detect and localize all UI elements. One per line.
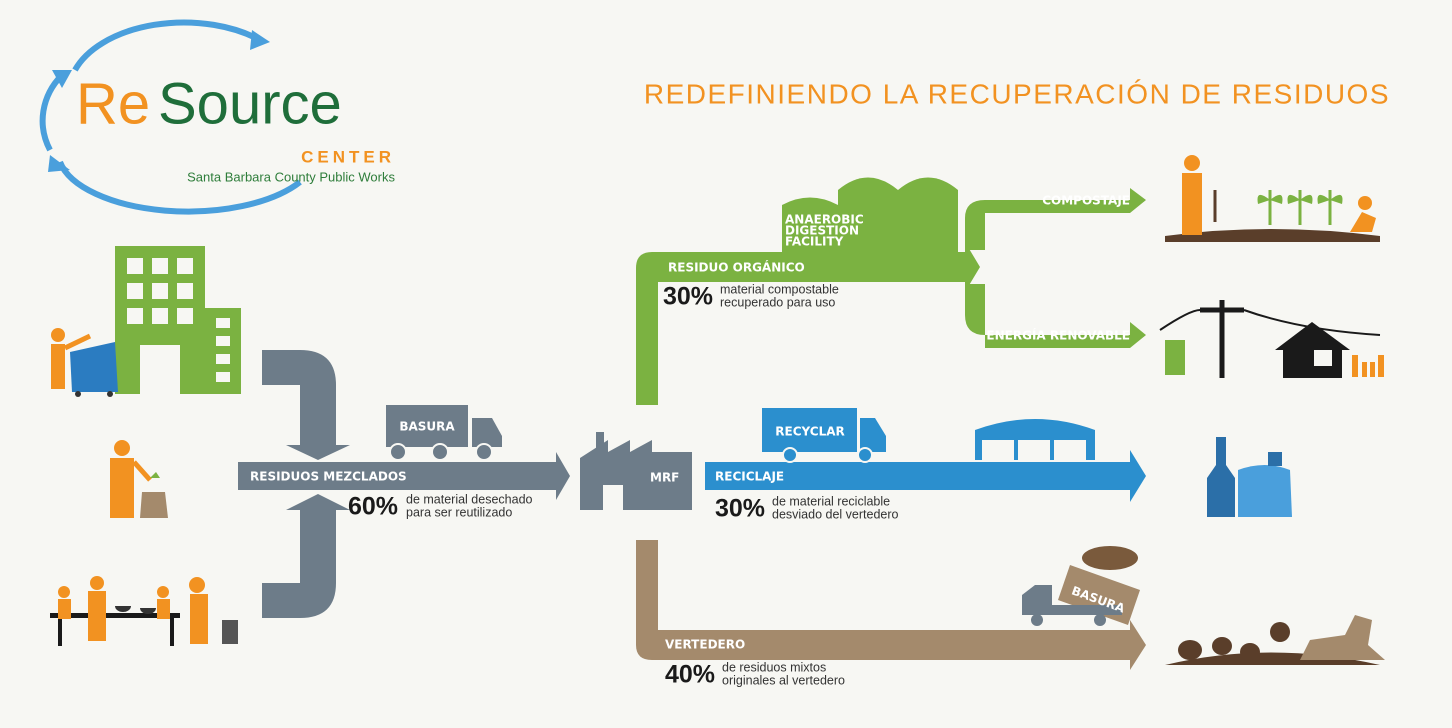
mixed-percent: 60% [348,493,398,521]
table-people-icon-rect [222,620,238,644]
logo-subtitle: Santa Barbara County Public Works [187,169,395,184]
building-icon-g-rect [216,372,230,382]
landfill-percent: 40% [665,661,715,689]
landfill-icon-circle [1270,622,1290,642]
recycling-arrow-rect [982,440,1014,460]
person-dumpster-icon-circle [75,391,81,397]
recycling-arrow-circle [783,448,797,462]
infographic: Re Source CENTER Santa Barbara County Pu… [0,0,1452,728]
branch-label: ENERGÍA RENOVABLE [986,328,1130,343]
table-people-icon-g-rect [88,591,106,641]
mixed-arrows-circle [432,444,448,460]
table-people-icon-g-circle [189,577,205,593]
landfill-arrow-ellipse [1082,546,1138,570]
organic-description: material compostable [720,282,839,296]
recycling-arrow-rect [1018,440,1050,460]
building-icon-g-rect [177,258,193,274]
mrf-label: MRF [650,471,679,485]
table-people-icon-g-circle [90,576,104,590]
person-bag-icon-rect [110,458,134,518]
mrf-icon-rect [596,432,604,448]
mixed-description: para ser reutilizado [406,505,512,519]
table-people-icon-g-rect [157,599,170,619]
landfill-icon-ellipse [1212,637,1232,655]
mixed-arrows-circle [390,444,406,460]
bottles-icon-rect [1268,452,1282,466]
table-people-icon-g-rect [190,594,208,644]
recycling-truck-label: RECYCLAR [775,425,845,439]
recycling-description: de material reciclable [772,494,890,508]
recycling-description: desviado del vertedero [772,507,899,521]
energy-icon-rect [1165,340,1185,375]
bottles-icon-path [1238,465,1292,517]
table-people-icon-g-circle [157,586,169,598]
building-icon-g-rect [127,258,143,274]
mixed-label: RESIDUOS MEZCLADOS [250,470,407,484]
landfill-icon-ellipse [1240,643,1260,661]
person-dumpster-icon-circle [107,391,113,397]
person-dumpster-icon-rect [51,344,65,389]
dump-truck-circle [1031,614,1043,626]
building-icon-g-rect [152,308,168,324]
energy-icon-g-rect [1362,362,1367,377]
branch-label: COMPOSTAJE [1042,194,1130,208]
mrf-icon-rect [603,485,623,510]
landfill-label: VERTEDERO [665,638,745,652]
building-icon-g-rect [140,345,180,394]
person-bag-icon-path [140,492,168,518]
mixed-truck-label: BASURA [399,420,455,434]
energy-icon-g-rect [1378,355,1384,377]
building-icon-g-rect [216,336,230,346]
logo-re: Re [76,71,150,136]
mixed-arrows-circle [476,444,492,460]
organic-arrows-path [898,178,958,253]
logo-source: Source [158,71,342,136]
table-people-icon-g-rect [58,599,71,619]
energy-icon-g-rect [1370,362,1375,377]
person-bag-icon-circle [114,440,130,456]
logo-center: CENTER [301,147,395,166]
recycling-arrow-circle [858,448,872,462]
building-icon-g-rect [127,308,143,324]
facility-label: FACILITY [785,235,844,249]
building-icon-g-rect [127,283,143,299]
recycling-label: RECICLAJE [715,470,784,484]
energy-icon-rect [1314,350,1332,366]
organic-percent: 30% [663,283,713,311]
compost-icon-rect [1182,173,1202,235]
organic-description: recuperado para uso [720,295,835,309]
table-people-icon-g-circle [58,586,70,598]
compost-icon-circle [1358,196,1372,210]
compost-icon-circle [1184,155,1200,171]
landfill-description: de residuos mixtos [722,660,826,674]
building-icon-g-rect [177,308,193,324]
mixed-description: de material desechado [406,492,533,506]
energy-icon-g-rect [1352,355,1358,377]
landfill-icon-ellipse [1178,640,1202,660]
table-people-icon-rect [170,618,174,646]
table-people-icon-rect [58,618,62,646]
title: REDEFINIENDO LA RECUPERACIÓN DE RESIDUOS [644,78,1390,109]
building-icon-g-rect [177,283,193,299]
building-icon-g-rect [216,354,230,364]
building-icon-g-rect [216,318,230,328]
organic-label: RESIDUO ORGÁNICO [668,260,805,275]
landfill-description: originales al vertedero [722,673,845,687]
dump-truck-circle [1094,614,1106,626]
recycling-percent: 30% [715,495,765,523]
building-icon-g-rect [152,258,168,274]
recycling-arrow-rect [1054,440,1086,460]
building-icon-g-rect [152,283,168,299]
person-dumpster-icon-circle [51,328,65,342]
